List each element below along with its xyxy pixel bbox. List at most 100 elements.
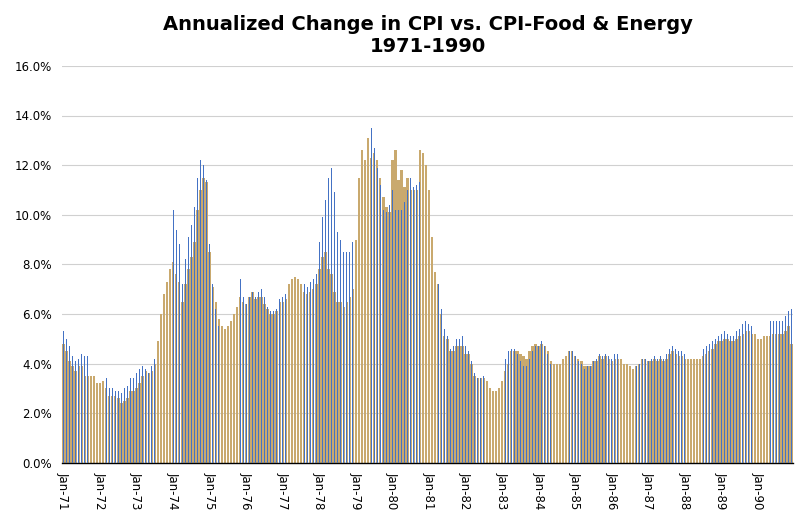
Bar — [422, 153, 424, 463]
Bar — [604, 356, 607, 463]
Bar — [510, 351, 512, 463]
Bar — [671, 351, 674, 463]
Bar — [678, 356, 680, 463]
Bar — [735, 339, 738, 463]
Bar — [492, 391, 494, 463]
Bar — [620, 359, 622, 463]
Bar — [181, 301, 183, 463]
Bar — [638, 363, 641, 463]
Bar — [190, 257, 192, 463]
Bar — [455, 346, 457, 463]
Bar — [613, 359, 616, 463]
Bar — [212, 287, 214, 463]
Bar — [696, 359, 698, 463]
Bar — [520, 354, 522, 463]
Bar — [427, 190, 430, 463]
Bar — [461, 346, 464, 463]
Bar — [263, 304, 266, 463]
Bar — [284, 299, 287, 463]
Bar — [166, 282, 168, 463]
Bar — [559, 363, 562, 463]
Title: Annualized Change in CPI vs. CPI-Food & Energy
1971-1990: Annualized Change in CPI vs. CPI-Food & … — [162, 15, 692, 56]
Bar — [635, 366, 638, 463]
Bar — [279, 301, 281, 463]
Bar — [431, 237, 433, 463]
Bar — [346, 301, 348, 463]
Bar — [93, 376, 95, 463]
Bar — [565, 356, 567, 463]
Bar — [470, 363, 473, 463]
Bar — [632, 369, 634, 463]
Bar — [711, 349, 713, 463]
Bar — [379, 177, 381, 463]
Bar — [133, 391, 135, 463]
Bar — [769, 337, 772, 463]
Bar — [644, 359, 646, 463]
Bar — [546, 351, 549, 463]
Bar — [785, 331, 787, 463]
Bar — [291, 279, 293, 463]
Bar — [376, 160, 378, 463]
Bar — [108, 396, 111, 463]
Bar — [486, 381, 488, 463]
Bar — [775, 334, 777, 463]
Bar — [348, 297, 351, 463]
Bar — [522, 356, 524, 463]
Bar — [556, 363, 558, 463]
Bar — [544, 346, 546, 463]
Bar — [766, 337, 768, 463]
Bar — [117, 398, 120, 463]
Bar — [586, 366, 588, 463]
Bar — [202, 177, 204, 463]
Bar — [401, 170, 403, 463]
Bar — [446, 339, 448, 463]
Bar — [562, 359, 564, 463]
Bar — [778, 334, 781, 463]
Bar — [534, 344, 537, 463]
Bar — [763, 337, 765, 463]
Bar — [339, 301, 342, 463]
Bar — [742, 334, 744, 463]
Bar — [303, 291, 305, 463]
Bar — [178, 282, 180, 463]
Bar — [193, 242, 196, 463]
Bar — [568, 351, 570, 463]
Bar — [663, 361, 665, 463]
Bar — [300, 284, 302, 463]
Bar — [123, 401, 125, 463]
Bar — [480, 379, 482, 463]
Bar — [172, 262, 175, 463]
Bar — [364, 160, 366, 463]
Bar — [675, 354, 677, 463]
Bar — [351, 289, 354, 463]
Bar — [528, 351, 531, 463]
Bar — [608, 359, 610, 463]
Bar — [391, 160, 393, 463]
Bar — [154, 363, 156, 463]
Bar — [65, 351, 68, 463]
Bar — [184, 284, 187, 463]
Bar — [114, 396, 116, 463]
Bar — [62, 344, 65, 463]
Bar — [69, 361, 71, 463]
Bar — [577, 359, 579, 463]
Bar — [120, 403, 123, 463]
Bar — [410, 190, 412, 463]
Bar — [599, 356, 601, 463]
Bar — [150, 371, 153, 463]
Bar — [239, 297, 242, 463]
Bar — [702, 356, 705, 463]
Bar — [440, 314, 443, 463]
Bar — [525, 359, 528, 463]
Bar — [583, 366, 586, 463]
Bar — [473, 376, 476, 463]
Bar — [419, 150, 421, 463]
Bar — [443, 337, 445, 463]
Bar — [723, 339, 726, 463]
Bar — [229, 321, 232, 463]
Bar — [86, 376, 89, 463]
Bar — [537, 346, 540, 463]
Bar — [692, 359, 695, 463]
Bar — [595, 361, 598, 463]
Bar — [601, 359, 604, 463]
